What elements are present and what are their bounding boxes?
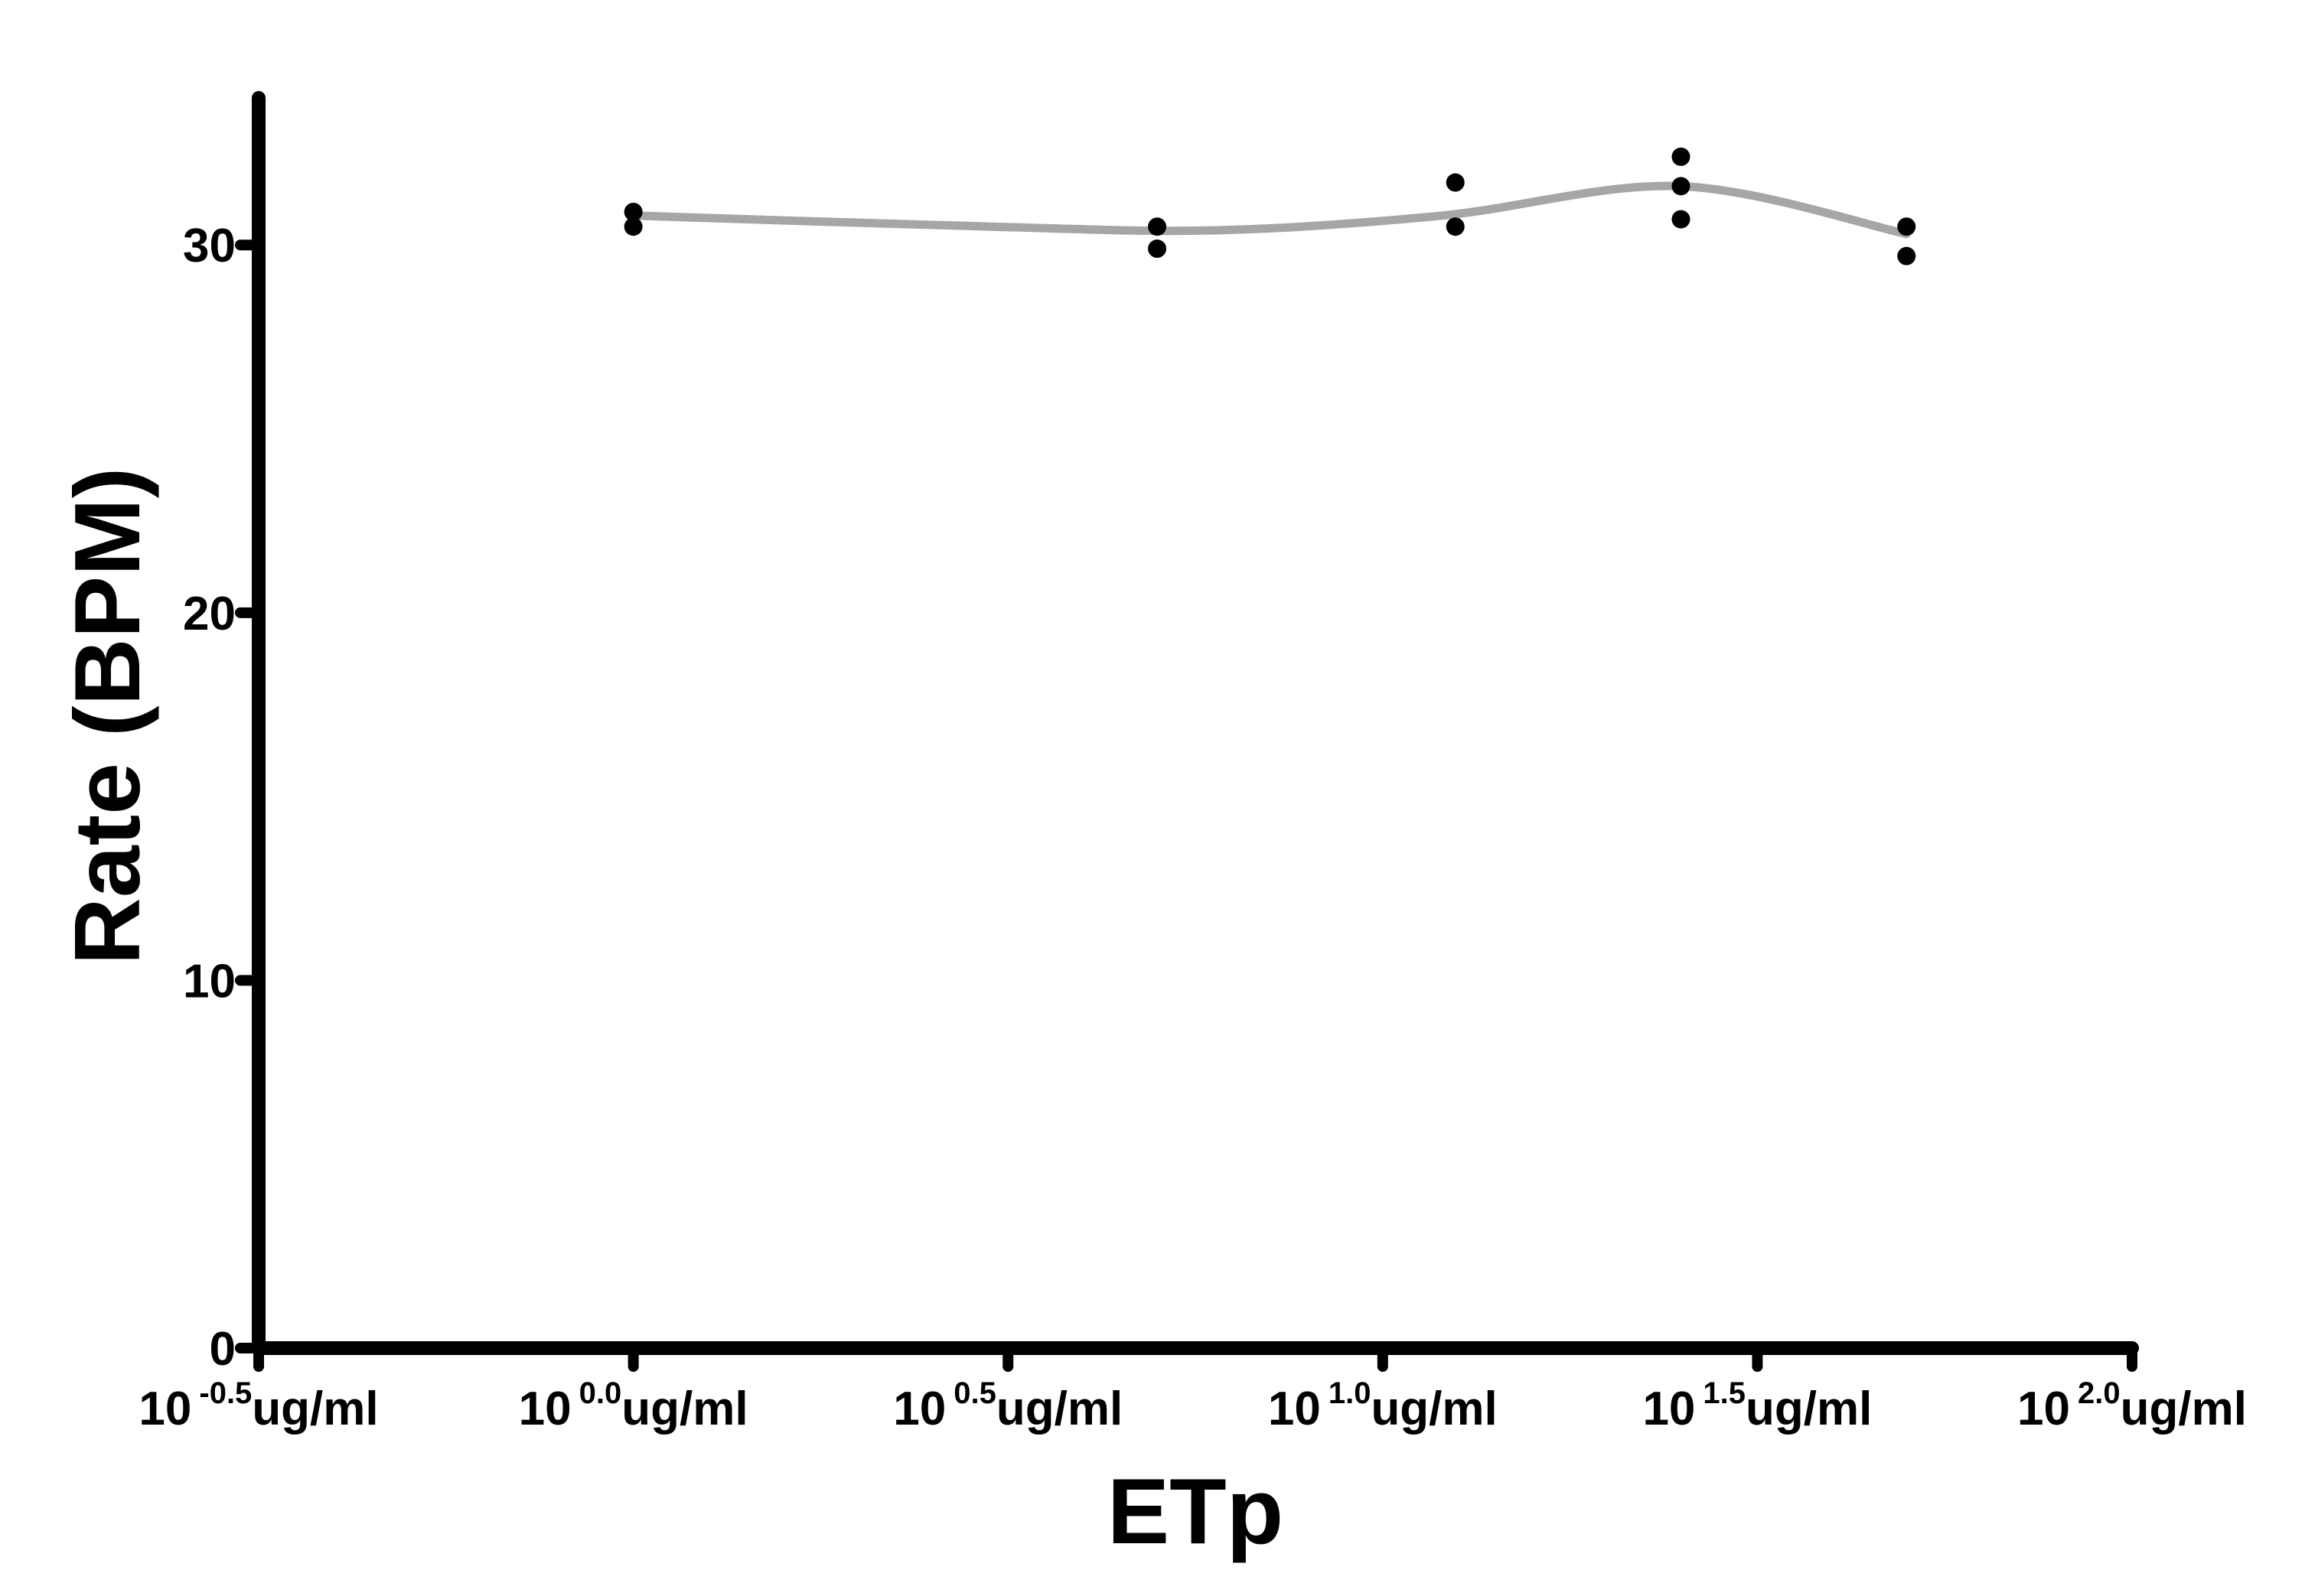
data-point [1148, 239, 1167, 259]
x-tick-base: 10 [1642, 1383, 1695, 1435]
x-tick-base: 10 [139, 1383, 191, 1435]
x-tick-exponent: 1.5 [1703, 1376, 1746, 1410]
x-tick-exponent: 0.5 [954, 1376, 996, 1410]
data-point [1897, 217, 1916, 236]
y-tick-label: 10 [183, 955, 236, 1008]
data-point [1671, 210, 1690, 229]
x-tick-unit: ug/ml [621, 1383, 748, 1435]
y-tick-label: 20 [183, 588, 236, 640]
y-ticks-layer: 0 10 20 30 [183, 220, 264, 1376]
x-axis-title: ETp [1107, 1459, 1283, 1563]
x-tick-base: 10 [1268, 1383, 1321, 1435]
x-tick-label: 10 1.0ug/ml [1268, 1376, 1498, 1435]
data-point [1148, 217, 1167, 236]
data-point [1671, 177, 1690, 196]
data-point [624, 217, 643, 236]
x-tick-unit: ug/ml [1746, 1383, 1872, 1435]
x-tick-exponent: 1.0 [1329, 1376, 1371, 1410]
x-tick-base: 10 [519, 1383, 572, 1435]
data-point [1446, 217, 1465, 236]
axes-layer [252, 91, 2139, 1355]
x-tick-label: 10 2.0ug/ml [2017, 1376, 2247, 1435]
y-tick-label: 30 [183, 220, 236, 272]
y-tick-label: 0 [210, 1323, 236, 1376]
x-tick-exponent: 2.0 [2078, 1376, 2121, 1410]
x-tick-label: 10 0.0ug/ml [519, 1376, 748, 1435]
x-tick-base: 10 [893, 1383, 946, 1435]
data-point [1446, 173, 1465, 192]
fit-curve [629, 181, 1911, 239]
data-point [1897, 246, 1916, 265]
x-tick-base: 10 [2017, 1383, 2070, 1435]
data-point [1671, 147, 1690, 166]
x-tick-unit: ug/ml [2121, 1383, 2247, 1435]
y-axis-title: Rate (BPM) [55, 467, 159, 966]
x-ticks-layer: 10 -0.5ug/ml 10 0.0ug/ml 10 0.5ug/ml 10 1.0ug/m… [139, 1343, 2247, 1435]
x-tick-exponent: -0.5 [199, 1376, 252, 1410]
x-tick-unit: ug/ml [252, 1383, 378, 1435]
x-tick-label: 10 1.5ug/ml [1642, 1376, 1872, 1435]
x-tick-label: 10 -0.5ug/ml [139, 1376, 378, 1435]
points-layer [624, 147, 1916, 265]
data-point [624, 202, 643, 221]
x-tick-unit: ug/ml [1371, 1383, 1497, 1435]
x-tick-exponent: 0.0 [579, 1376, 622, 1410]
x-tick-unit: ug/ml [996, 1383, 1123, 1435]
x-tick-label: 10 0.5ug/ml [893, 1376, 1123, 1435]
fit-layer [629, 181, 1911, 239]
